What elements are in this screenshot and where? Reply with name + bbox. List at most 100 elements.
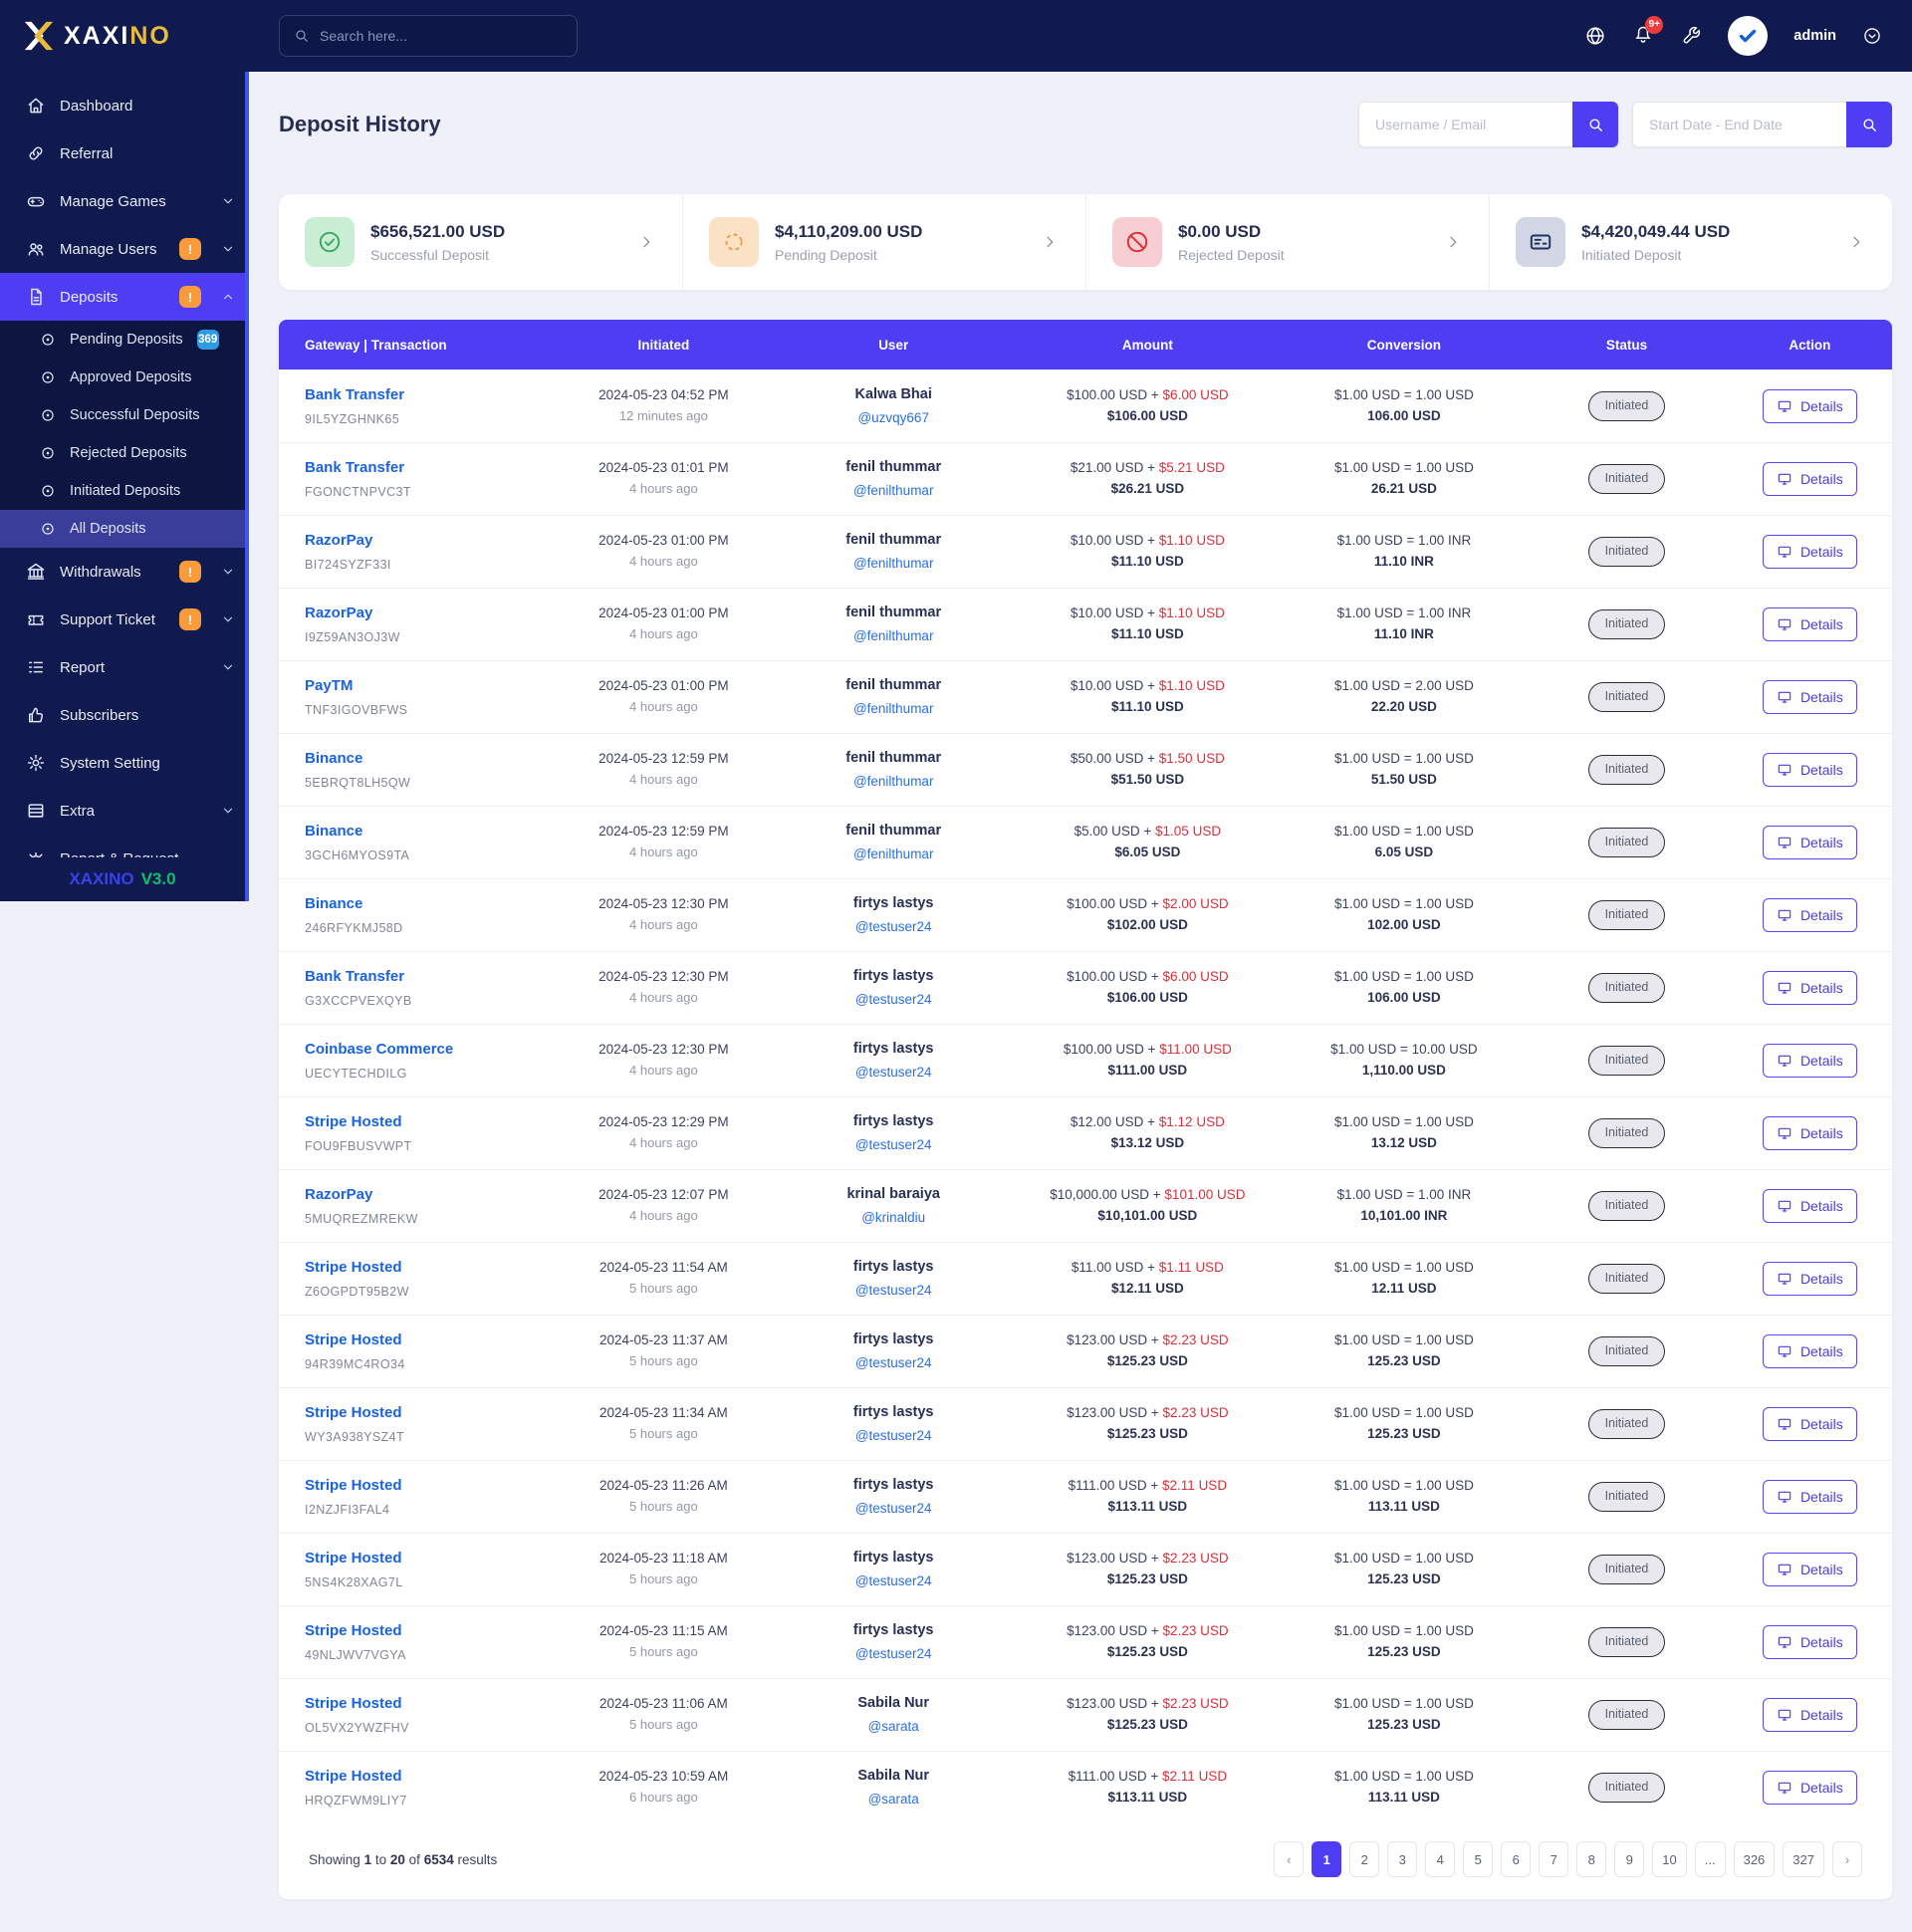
user-handle-link[interactable]: @testuser24 (854, 1282, 932, 1298)
search-input[interactable] (320, 28, 563, 44)
page-button[interactable]: 8 (1576, 1841, 1607, 1877)
page-button[interactable]: 2 (1349, 1841, 1380, 1877)
user-handle-link[interactable]: @testuser24 (854, 1136, 932, 1152)
user-handle-link[interactable]: @testuser24 (854, 1645, 932, 1661)
page-button[interactable]: ... (1694, 1841, 1726, 1877)
gateway-link[interactable]: Bank Transfer (305, 967, 405, 985)
details-button[interactable]: Details (1762, 680, 1857, 714)
details-button[interactable]: Details (1762, 1116, 1857, 1150)
page-button[interactable]: 3 (1387, 1841, 1418, 1877)
user-handle-link[interactable]: @testuser24 (854, 1572, 932, 1588)
user-handle-link[interactable]: @fenilthumar (852, 555, 934, 571)
gateway-link[interactable]: Bank Transfer (305, 385, 405, 403)
gateway-link[interactable]: Bank Transfer (305, 458, 405, 476)
sidebar-item[interactable]: Initiated Deposits (0, 472, 249, 510)
user-handle-link[interactable]: @sarata (867, 1718, 919, 1734)
gateway-link[interactable]: Stripe Hosted (305, 1258, 402, 1276)
summary-card[interactable]: $4,110,209.00 USD Pending Deposit (682, 194, 1085, 290)
gateway-link[interactable]: Coinbase Commerce (305, 1040, 454, 1058)
gateway-link[interactable]: RazorPay (305, 531, 373, 549)
summary-card[interactable]: $0.00 USD Rejected Deposit (1085, 194, 1489, 290)
notifications-button[interactable]: 9+ (1632, 15, 1664, 50)
sidebar-item[interactable]: System Setting (0, 739, 249, 787)
details-button[interactable]: Details (1762, 1044, 1857, 1078)
wrench-icon[interactable] (1680, 25, 1702, 47)
details-button[interactable]: Details (1762, 1262, 1857, 1296)
gateway-link[interactable]: RazorPay (305, 1185, 373, 1203)
gateway-link[interactable]: Stripe Hosted (305, 1694, 402, 1712)
details-button[interactable]: Details (1762, 607, 1857, 641)
user-handle-link[interactable]: @fenilthumar (852, 627, 934, 643)
sidebar-item[interactable]: Support Ticket ! (0, 596, 249, 643)
page-button[interactable]: 10 (1652, 1841, 1687, 1877)
user-handle-link[interactable]: @testuser24 (854, 918, 932, 934)
sidebar-item[interactable]: Withdrawals ! (0, 548, 249, 596)
user-handle-link[interactable]: @fenilthumar (852, 700, 934, 716)
chevron-down-circle-icon[interactable] (1862, 26, 1882, 46)
gateway-link[interactable]: PayTM (305, 676, 354, 694)
user-handle-link[interactable]: @fenilthumar (852, 482, 934, 498)
date-range-filter-input[interactable] (1632, 102, 1846, 147)
sidebar-item[interactable]: Subscribers (0, 691, 249, 739)
details-button[interactable]: Details (1762, 826, 1857, 859)
user-handle-link[interactable]: @uzvqy667 (857, 409, 929, 425)
gateway-link[interactable]: Binance (305, 749, 363, 767)
details-button[interactable]: Details (1762, 1189, 1857, 1223)
gateway-link[interactable]: Stripe Hosted (305, 1767, 402, 1785)
page-button[interactable]: 7 (1539, 1841, 1569, 1877)
user-handle-link[interactable]: @testuser24 (854, 1427, 932, 1443)
page-button[interactable]: › (1832, 1841, 1862, 1877)
sidebar-item[interactable]: Manage Games (0, 177, 249, 225)
user-filter-search-button[interactable] (1572, 102, 1618, 147)
globe-icon[interactable] (1584, 25, 1606, 47)
gateway-link[interactable]: Stripe Hosted (305, 1476, 402, 1494)
sidebar-item[interactable]: Pending Deposits 369 (0, 321, 249, 359)
sidebar-item[interactable]: Referral (0, 129, 249, 177)
details-button[interactable]: Details (1762, 1407, 1857, 1441)
global-search[interactable] (279, 15, 578, 57)
details-button[interactable]: Details (1762, 462, 1857, 496)
details-button[interactable]: Details (1762, 753, 1857, 787)
user-handle-link[interactable]: @fenilthumar (852, 773, 934, 789)
details-button[interactable]: Details (1762, 1480, 1857, 1514)
user-handle-link[interactable]: @fenilthumar (852, 845, 934, 861)
gateway-link[interactable]: Stripe Hosted (305, 1403, 402, 1421)
sidebar-item[interactable]: Successful Deposits (0, 396, 249, 434)
page-button[interactable]: 5 (1463, 1841, 1494, 1877)
gateway-link[interactable]: Stripe Hosted (305, 1112, 402, 1130)
details-button[interactable]: Details (1762, 898, 1857, 932)
summary-card[interactable]: $4,420,049.44 USD Initiated Deposit (1489, 194, 1892, 290)
summary-card[interactable]: $656,521.00 USD Successful Deposit (279, 194, 682, 290)
page-button[interactable]: 4 (1425, 1841, 1456, 1877)
user-handle-link[interactable]: @testuser24 (854, 1354, 932, 1370)
gateway-link[interactable]: Binance (305, 894, 363, 912)
details-button[interactable]: Details (1762, 389, 1857, 423)
page-button[interactable]: 9 (1614, 1841, 1645, 1877)
details-button[interactable]: Details (1762, 1334, 1857, 1368)
sidebar-item[interactable]: Manage Users ! (0, 225, 249, 273)
date-filter-search-button[interactable] (1846, 102, 1892, 147)
brand-logo[interactable]: XAXINO (0, 0, 249, 72)
user-handle-link[interactable]: @krinaldiu (861, 1209, 926, 1225)
page-button[interactable]: 6 (1501, 1841, 1532, 1877)
page-button[interactable]: 327 (1783, 1841, 1824, 1877)
page-button[interactable]: ‹ (1274, 1841, 1305, 1877)
details-button[interactable]: Details (1762, 971, 1857, 1005)
sidebar-item[interactable]: Rejected Deposits (0, 434, 249, 472)
sidebar-item[interactable]: Report (0, 643, 249, 691)
page-button[interactable]: 1 (1312, 1841, 1342, 1877)
gateway-link[interactable]: Binance (305, 822, 363, 840)
details-button[interactable]: Details (1762, 1771, 1857, 1805)
user-handle-link[interactable]: @testuser24 (854, 1500, 932, 1516)
sidebar-item[interactable]: Deposits ! (0, 273, 249, 321)
username-email-filter-input[interactable] (1358, 102, 1572, 147)
gateway-link[interactable]: Stripe Hosted (305, 1549, 402, 1567)
user-handle-link[interactable]: @testuser24 (854, 1064, 932, 1080)
details-button[interactable]: Details (1762, 1698, 1857, 1732)
user-handle-link[interactable]: @testuser24 (854, 991, 932, 1007)
avatar[interactable] (1728, 16, 1769, 56)
details-button[interactable]: Details (1762, 1553, 1857, 1586)
sidebar-item[interactable]: Approved Deposits (0, 359, 249, 396)
sidebar-item[interactable]: Extra (0, 787, 249, 835)
gateway-link[interactable]: RazorPay (305, 604, 373, 621)
